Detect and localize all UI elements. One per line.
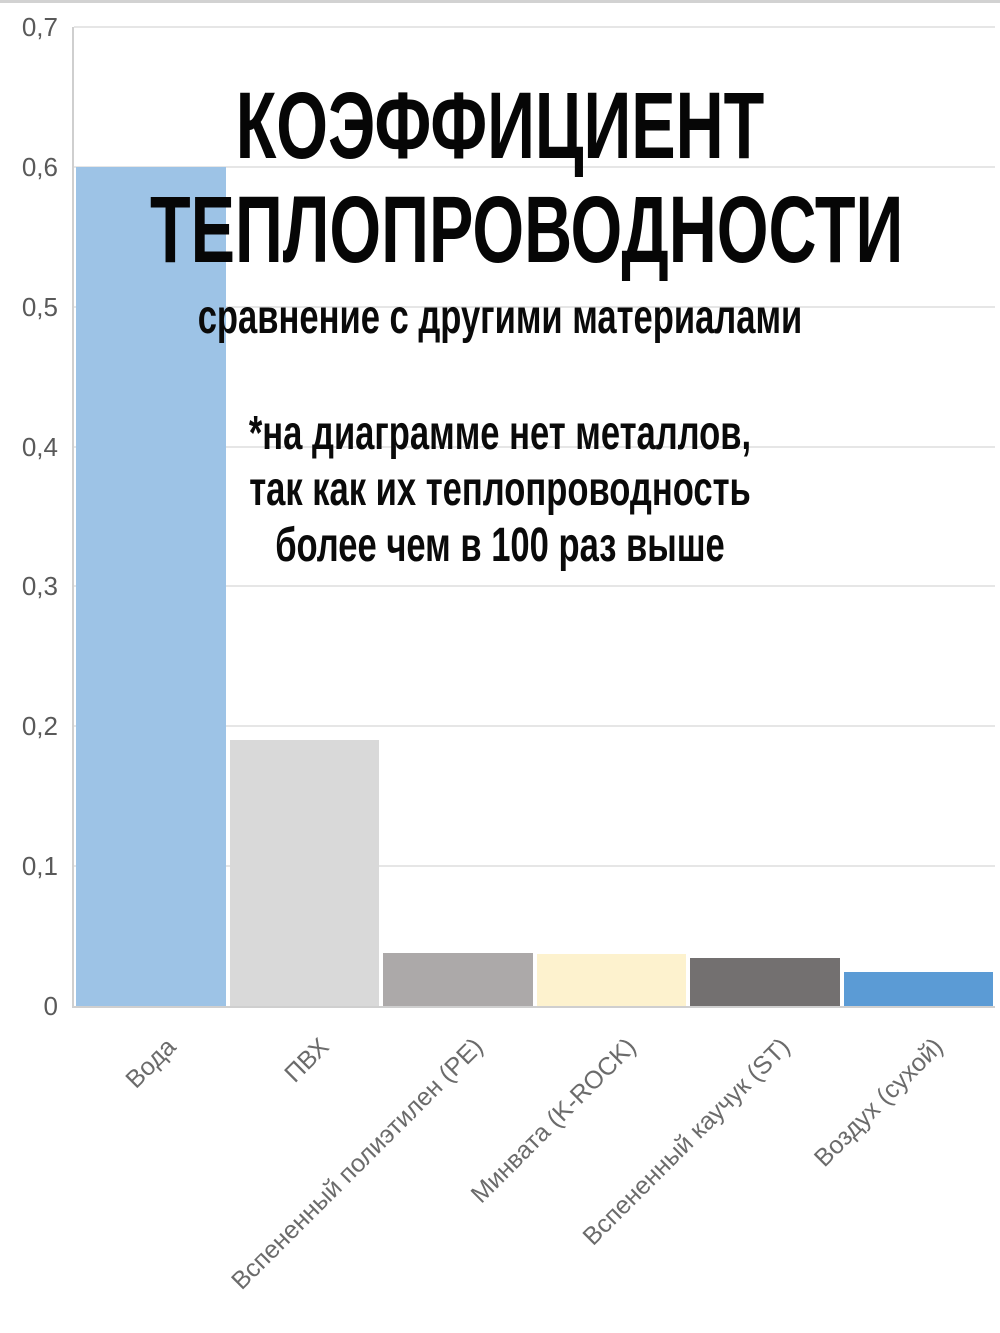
y-tick-label: 0,6 bbox=[21, 151, 58, 182]
chart-annotation: *на диаграмме нет металлов, так как их т… bbox=[140, 406, 860, 574]
gridline bbox=[74, 445, 995, 448]
chart-subtitle: сравнение с другими материалами bbox=[197, 291, 803, 344]
y-tick-label: 0,2 bbox=[21, 711, 58, 742]
chart-title-line-2: ТЕПЛОПРОВОДНОСТИ bbox=[150, 177, 904, 283]
gridline bbox=[74, 165, 995, 168]
y-tick-label: 0,5 bbox=[21, 291, 58, 322]
y-tick-label: 0,4 bbox=[21, 431, 58, 462]
gridline bbox=[74, 26, 995, 28]
plot-area bbox=[72, 26, 995, 1008]
y-tick-label: 0,1 bbox=[21, 851, 58, 882]
gridline bbox=[74, 305, 995, 308]
x-axis-line bbox=[72, 1006, 995, 1008]
bar-5 bbox=[690, 958, 840, 1006]
bar-6 bbox=[843, 972, 993, 1006]
y-tick-label: 0,7 bbox=[21, 12, 58, 42]
x-category-label: Воздух (сухой) bbox=[809, 1032, 949, 1173]
bar-2 bbox=[229, 740, 379, 1006]
bar-3 bbox=[383, 952, 533, 1006]
gridline bbox=[74, 585, 995, 588]
gridline bbox=[74, 865, 995, 868]
y-tick-label: 0,3 bbox=[21, 571, 58, 602]
chart-title-line-1: КОЭФФИЦИЕНТ bbox=[235, 73, 765, 179]
chart-title: КОЭФФИЦИЕНТ ТЕПЛОПРОВОДНОСТИ bbox=[150, 73, 904, 283]
bar-4 bbox=[536, 954, 686, 1006]
x-category-label: ПВХ bbox=[279, 1032, 335, 1089]
x-category-label: Минвата (K-ROCK) bbox=[465, 1032, 642, 1209]
x-category-label: Вспененный полиэтилен (PE) bbox=[225, 1032, 489, 1296]
bar-1 bbox=[76, 166, 226, 1006]
annotation-line-1: *на диаграмме нет металлов, bbox=[248, 407, 752, 460]
annotation-line-3: более чем в 100 раз выше bbox=[275, 519, 725, 572]
y-tick-label: 0 bbox=[43, 991, 58, 1021]
x-category-label: Вспененный каучук (ST) bbox=[577, 1032, 796, 1251]
page-top-divider bbox=[0, 0, 1000, 3]
annotation-line-2: так как их теплопроводность bbox=[249, 463, 751, 516]
gridline bbox=[74, 725, 995, 728]
